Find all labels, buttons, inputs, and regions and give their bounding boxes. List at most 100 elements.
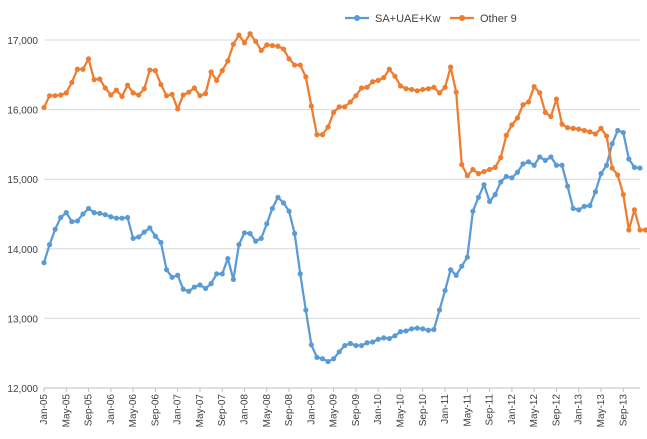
data-point <box>169 91 175 97</box>
data-point <box>102 212 108 218</box>
data-point <box>247 230 253 237</box>
data-point <box>358 85 365 91</box>
data-point <box>598 171 604 177</box>
legend-swatch-marker <box>459 15 465 21</box>
data-point <box>358 342 365 349</box>
x-tick-label: Sep-09 <box>351 394 362 427</box>
data-point <box>91 210 97 216</box>
data-point <box>308 342 314 348</box>
x-tick-label: May-06 <box>128 394 139 428</box>
data-point <box>225 58 231 64</box>
data-point <box>202 285 209 292</box>
data-point <box>52 93 58 99</box>
data-point <box>46 242 53 248</box>
data-point <box>169 274 175 280</box>
data-point <box>531 162 537 168</box>
data-point <box>147 67 153 73</box>
x-tick-label: Sep-10 <box>418 394 429 427</box>
data-point <box>487 166 493 173</box>
data-point <box>80 66 86 72</box>
legend-item: Other 9 <box>450 13 517 25</box>
data-point <box>420 86 426 93</box>
data-point <box>275 194 281 200</box>
series-group <box>41 31 647 365</box>
data-point <box>41 260 47 266</box>
data-point <box>286 208 292 214</box>
data-point <box>258 47 264 54</box>
data-point <box>615 172 621 178</box>
x-tick-label: Jan-05 <box>39 394 50 425</box>
data-point <box>431 84 437 90</box>
data-point <box>364 340 370 346</box>
data-point <box>236 242 242 248</box>
data-point <box>509 122 515 128</box>
data-point <box>537 154 543 160</box>
data-point <box>158 81 164 88</box>
data-point <box>113 215 120 221</box>
data-point <box>208 69 214 75</box>
data-point <box>425 327 431 333</box>
legend-label: SA+UAE+Kw <box>375 13 440 25</box>
data-point <box>525 159 532 165</box>
data-point <box>642 227 647 233</box>
x-tick-label: May-11 <box>462 394 473 427</box>
data-point <box>69 79 75 86</box>
data-point <box>397 329 404 335</box>
data-point <box>124 82 131 88</box>
data-point <box>124 214 131 221</box>
data-point <box>108 92 114 98</box>
x-tick-label: Jan-11 <box>440 394 451 424</box>
data-point <box>175 106 181 112</box>
x-tick-label: Jan-09 <box>306 394 317 425</box>
y-tick-label: 14,000 <box>7 245 38 256</box>
data-point <box>264 42 270 48</box>
data-point <box>626 227 632 233</box>
x-tick-label: Sep-11 <box>485 394 496 426</box>
data-point <box>280 46 287 52</box>
data-point <box>314 354 320 360</box>
data-point <box>253 238 259 244</box>
x-tick-label: Jan-07 <box>173 394 184 425</box>
data-point <box>197 93 203 99</box>
x-tick-label: May-13 <box>596 394 607 428</box>
data-point <box>85 56 92 62</box>
data-point <box>236 32 242 38</box>
data-point <box>431 326 437 333</box>
data-point <box>609 165 615 171</box>
data-point <box>370 79 376 85</box>
data-point <box>347 99 353 105</box>
data-point <box>464 173 470 179</box>
data-point <box>498 155 504 161</box>
data-point <box>230 276 236 283</box>
data-point <box>470 166 476 173</box>
data-point <box>342 104 348 110</box>
data-point <box>381 335 387 341</box>
data-point <box>303 74 309 80</box>
x-tick-label: May-07 <box>195 394 206 428</box>
data-point <box>587 129 593 135</box>
series-sa-uae-kw <box>41 127 643 365</box>
data-point <box>542 109 548 115</box>
data-point <box>453 272 459 278</box>
legend-label: Other 9 <box>480 13 517 25</box>
data-point <box>74 218 81 224</box>
data-point <box>336 349 342 355</box>
data-point <box>570 205 576 212</box>
data-point <box>553 162 560 168</box>
data-point <box>141 86 147 92</box>
data-point <box>163 267 170 273</box>
data-point <box>470 208 476 214</box>
data-point <box>303 307 309 313</box>
data-point <box>230 41 236 47</box>
data-point <box>152 68 159 74</box>
data-point <box>130 235 136 241</box>
data-point <box>409 86 415 93</box>
data-point <box>487 198 493 205</box>
x-tick-label: May-10 <box>395 394 406 428</box>
data-point <box>392 73 398 79</box>
data-point <box>592 189 599 195</box>
data-point <box>91 77 97 83</box>
data-point <box>58 214 64 221</box>
data-point <box>319 356 326 362</box>
